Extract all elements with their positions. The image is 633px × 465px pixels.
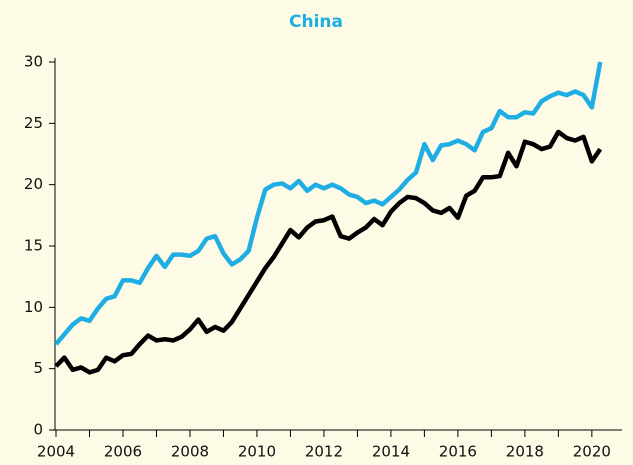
x-tick-label: 2012 bbox=[305, 443, 343, 461]
y-tick-label: 25 bbox=[24, 114, 43, 132]
chart-title: China bbox=[289, 12, 343, 32]
x-tick-label: 2006 bbox=[104, 443, 142, 461]
x-tick-label: 2020 bbox=[573, 443, 611, 461]
y-tick-label: 0 bbox=[33, 421, 43, 439]
x-tick-label: 2010 bbox=[238, 443, 276, 461]
series-line bbox=[54, 61, 603, 346]
x-tick-label: 2004 bbox=[37, 443, 75, 461]
y-tick-label: 30 bbox=[24, 53, 43, 71]
y-tick-label: 15 bbox=[24, 237, 43, 255]
x-tick-label: 2016 bbox=[439, 443, 477, 461]
x-tick-label: 2018 bbox=[506, 443, 544, 461]
series-line bbox=[54, 129, 603, 375]
y-tick-label: 20 bbox=[24, 175, 43, 193]
x-tick-label: 2014 bbox=[372, 443, 410, 461]
x-tick-label: 2008 bbox=[171, 443, 209, 461]
y-tick-label: 10 bbox=[24, 298, 43, 316]
y-tick-label: 5 bbox=[33, 359, 43, 377]
